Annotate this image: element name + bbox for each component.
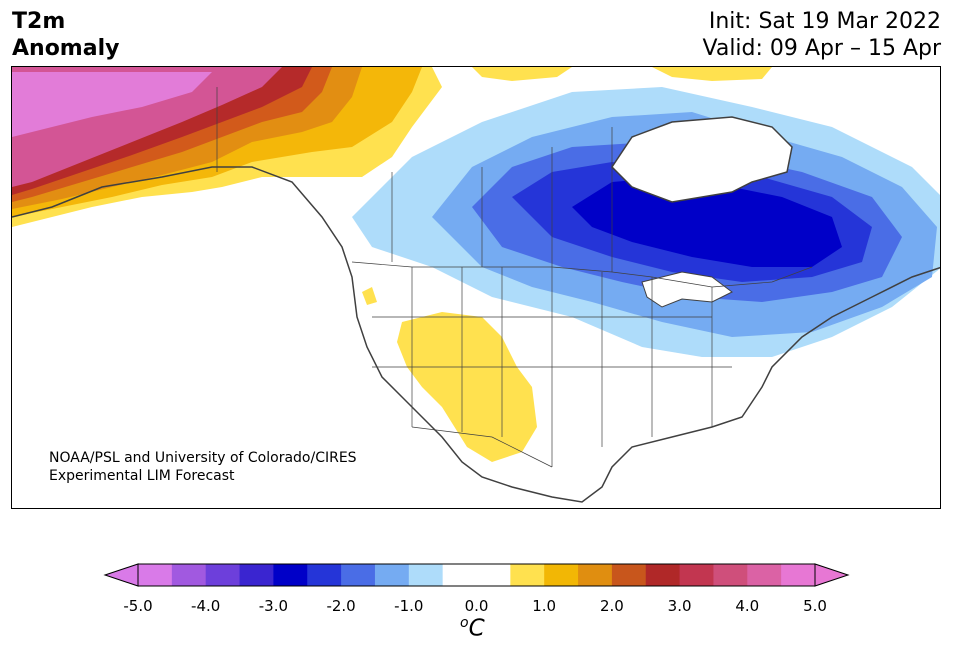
colorbar-tick-label: 5.0: [803, 597, 827, 615]
cold-band-deep-blue: [572, 177, 842, 267]
map-title: T2m Anomaly: [12, 8, 119, 62]
cold-anomaly-northeast: [352, 87, 940, 357]
coastline: [12, 166, 940, 503]
forecast-credit: NOAA/PSL and University of Colorado/CIRE…: [49, 449, 357, 485]
warm-band-southwest-yellow: [397, 312, 537, 462]
credit-line-1: NOAA/PSL and University of Colorado/CIRE…: [49, 450, 357, 466]
colorbar-cell: [374, 564, 410, 586]
colorbar-tick-label: 0.0: [464, 597, 489, 615]
colorbar-tick-label: -3.0: [258, 597, 289, 615]
colorbar-extend-high: [814, 563, 850, 587]
colorbar-cell: [781, 564, 816, 586]
map-canvas: [12, 67, 940, 503]
colorbar-tick-label: 4.0: [735, 597, 760, 615]
colorbar-cell: [205, 564, 241, 586]
colorbar-cell: [544, 564, 579, 586]
borders: [216, 87, 813, 468]
colorbar-cell: [341, 564, 376, 586]
credit-line-2: Experimental LIM Forecast: [49, 468, 235, 484]
unit-base: C: [468, 615, 485, 642]
colorbar-tick-label: -4.0: [191, 597, 221, 615]
colorbar-cell: [713, 564, 748, 586]
colorbar-unit-label: oC: [460, 615, 485, 642]
hudson-bay: [611, 116, 793, 203]
us-mexico-border: [411, 426, 553, 468]
colorbar-cell: [408, 564, 444, 586]
colorbar-tick-label: 3.0: [667, 597, 692, 615]
forecast-dates: Init: Sat 19 Mar 2022 Valid: 09 Apr – 15…: [703, 8, 942, 62]
colorbar-tick-label: -5.0: [123, 597, 153, 615]
warm-band-north-yellow: [472, 67, 572, 81]
colorbar-cell: [273, 564, 308, 586]
colorbar-tick-label: -2.0: [326, 597, 356, 615]
init-date: Init: Sat 19 Mar 2022: [708, 9, 941, 34]
warm-band-northeast-yellow: [652, 67, 772, 81]
colorbar-tick-label: -1.0: [394, 597, 424, 615]
title-line-1: T2m: [12, 9, 66, 34]
colorbar-cell: [442, 564, 477, 586]
warm-anomaly-northwest: [12, 67, 772, 227]
colorbar: [103, 563, 850, 587]
colorbar-cell: [171, 564, 207, 586]
colorbar-cell: [679, 564, 714, 586]
warm-anomaly-southwest: [362, 287, 537, 462]
colorbar-outline: [137, 563, 816, 587]
colorbar-tick-label: 2.0: [599, 597, 624, 615]
state-lines: [372, 267, 732, 467]
colorbar-cell: [138, 564, 173, 586]
colorbar-cell: [307, 564, 342, 586]
warm-band-northwest-yellow-patch: [362, 287, 377, 305]
title-line-2: Anomaly: [12, 36, 120, 61]
colorbar-cell: [510, 564, 545, 586]
warm-band-pink: [12, 72, 212, 137]
colorbar-extend-low: [103, 563, 139, 587]
unit-superscript: o: [460, 615, 469, 631]
colorbar-cell: [611, 564, 647, 586]
province-lines: [391, 127, 613, 272]
colorbar-cell: [645, 564, 681, 586]
colorbar-cell: [239, 564, 274, 586]
colorbar-cell: [476, 564, 511, 586]
colorbar-cell: [578, 564, 613, 586]
anomaly-map: [11, 66, 941, 509]
colorbar-cell: [747, 564, 782, 586]
colorbar-tick-label: 1.0: [532, 597, 557, 615]
valid-dates: Valid: 09 Apr – 15 Apr: [702, 36, 942, 61]
